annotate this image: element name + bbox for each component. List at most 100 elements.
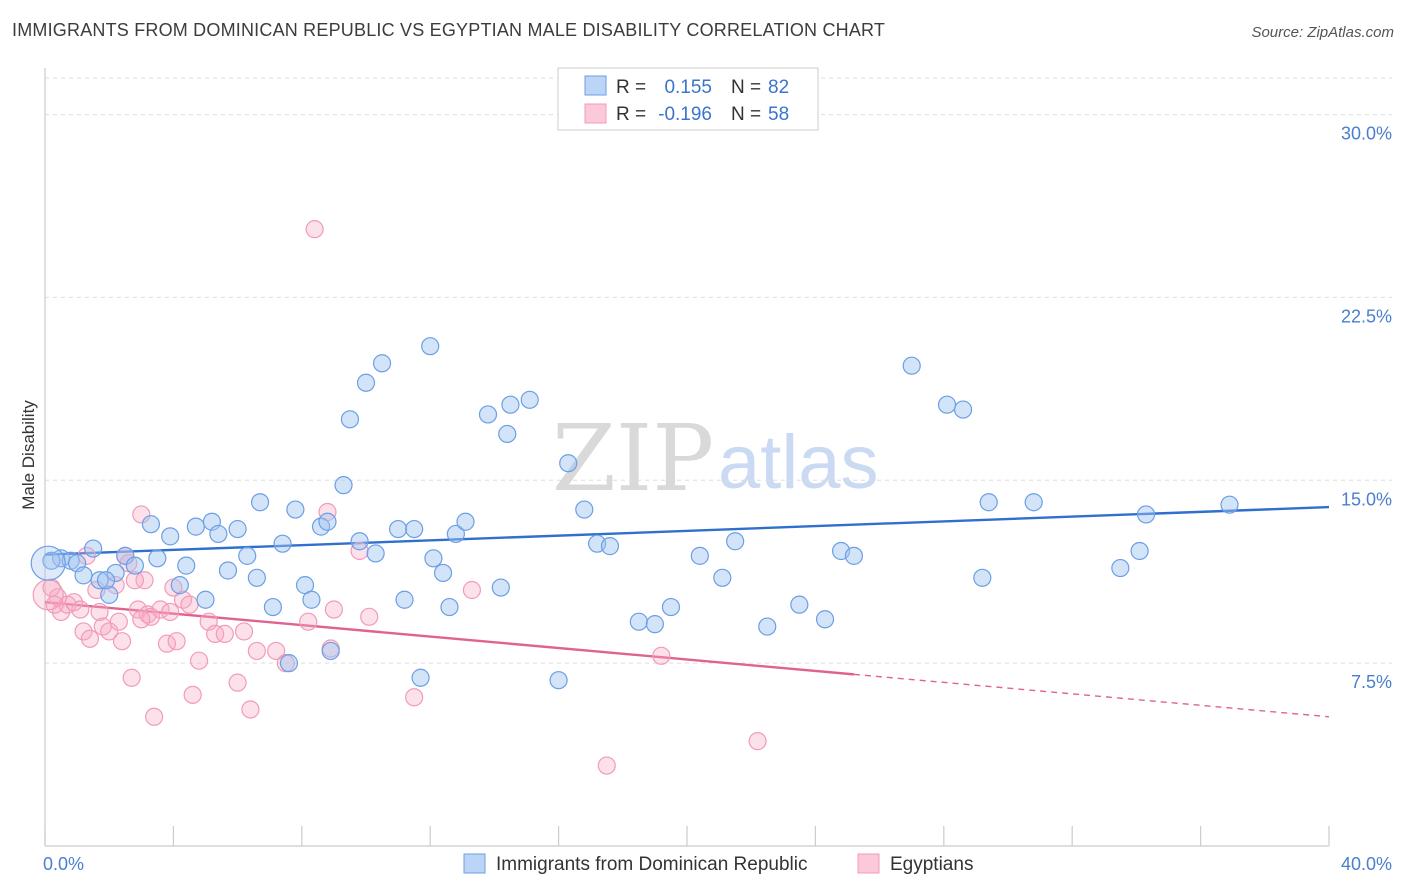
dominican-point xyxy=(350,532,369,551)
dominican-point xyxy=(498,424,517,444)
dominican-point xyxy=(979,493,998,512)
dominican-point xyxy=(433,563,453,583)
watermark-zip: ZIP xyxy=(552,405,714,512)
egyptian-point xyxy=(405,688,424,707)
dominican-cluster-point xyxy=(30,545,66,581)
dominican-point xyxy=(446,524,465,544)
egyptian-point xyxy=(267,641,286,661)
dominican-point xyxy=(148,549,167,568)
dominican-point xyxy=(790,595,809,614)
egyptian-points xyxy=(32,220,767,775)
dominican-point xyxy=(1111,558,1130,578)
series-legend: Immigrants from Dominican Republic Egypt… xyxy=(463,853,973,875)
egyptian-point xyxy=(135,571,154,590)
egyptian-point xyxy=(241,700,260,719)
egyptian-point xyxy=(234,622,254,641)
dominican-point xyxy=(501,395,520,414)
dominican-point xyxy=(273,534,292,553)
egyptian-point xyxy=(462,580,482,600)
stats-legend: R = 0.155 N = 82 R = -0.196 N = 58 xyxy=(557,67,819,131)
dominican-point xyxy=(713,568,732,587)
dominican-point xyxy=(600,537,620,556)
egyptian-trend-line-extension xyxy=(853,673,1330,718)
dominican-point xyxy=(170,576,189,595)
egyptian-point xyxy=(80,629,100,648)
egyptian-cluster-point xyxy=(32,579,64,611)
egyptian-point xyxy=(597,756,616,775)
egyptian-point xyxy=(215,624,234,643)
egyptian-point xyxy=(189,651,209,670)
egyptian-point xyxy=(228,673,247,692)
egyptian-point xyxy=(100,622,119,641)
axis-ticks: 7.5% 15.0% 22.5% 30.0% 0.0% 40.0% xyxy=(43,124,1392,874)
dominican-point xyxy=(209,524,228,544)
dominican-points xyxy=(30,337,1239,690)
trend-lines xyxy=(44,505,1330,718)
dominican-point xyxy=(395,590,414,609)
dominican-point xyxy=(629,612,648,631)
dominican-point xyxy=(96,571,116,590)
dominican-point xyxy=(815,610,835,629)
egyptian-point xyxy=(112,632,132,651)
legend-swatch-egyptian xyxy=(584,103,607,124)
egyptian-point xyxy=(45,595,64,614)
dominican-point xyxy=(1024,493,1043,512)
dominican-point xyxy=(286,500,305,519)
y-tick-label: 30.0% xyxy=(1341,124,1392,144)
egyptian-point xyxy=(161,602,180,622)
egyptian-point xyxy=(74,622,93,641)
egyptian-point xyxy=(206,624,225,643)
egyptian-point xyxy=(180,595,199,614)
dominican-point xyxy=(902,356,921,375)
dominican-trend-line xyxy=(44,505,1330,556)
dominican-point xyxy=(758,617,777,636)
legend-n-value-2: 58 xyxy=(768,104,789,125)
dominican-point xyxy=(575,500,594,519)
dominican-point xyxy=(1220,495,1239,514)
dominican-point xyxy=(356,373,376,392)
dominican-point xyxy=(389,519,408,539)
legend-n-label-1: N = xyxy=(731,77,761,98)
legend-r-value-1: 0.155 xyxy=(664,77,712,98)
dominican-point xyxy=(228,519,247,539)
egyptian-point xyxy=(42,578,61,597)
dominican-point xyxy=(456,512,475,531)
legend-swatch-dominican xyxy=(584,75,607,96)
egyptian-point xyxy=(748,732,767,751)
legend-r-label-1: R = xyxy=(616,77,646,98)
dominican-point xyxy=(953,400,973,419)
egyptian-point xyxy=(324,600,343,619)
egyptian-point xyxy=(132,610,151,629)
dominican-point xyxy=(478,405,498,424)
dominican-point xyxy=(549,671,568,690)
dominican-point xyxy=(844,546,864,565)
dominican-point xyxy=(1136,505,1156,524)
watermark: ZIP atlas xyxy=(552,405,879,512)
egyptian-point xyxy=(247,641,266,661)
dominican-point xyxy=(440,597,459,617)
dominican-point xyxy=(405,519,424,539)
egyptian-point xyxy=(71,600,90,619)
dominican-point xyxy=(100,585,119,604)
egyptian-point xyxy=(90,602,109,622)
egyptian-point xyxy=(305,220,324,239)
bottom-legend-swatch-dominican xyxy=(463,853,486,874)
dominican-point xyxy=(238,546,257,565)
dominican-point xyxy=(366,544,385,563)
egyptian-point xyxy=(652,646,671,665)
dominican-point xyxy=(247,568,266,587)
dominican-point xyxy=(690,546,709,565)
y-axis-label: Male Disability xyxy=(19,400,38,510)
dominican-point xyxy=(302,590,321,609)
egyptian-point xyxy=(167,632,186,651)
egyptian-point xyxy=(183,685,202,704)
dominican-point xyxy=(645,615,665,634)
dominican-point xyxy=(321,641,340,661)
legend-n-label-2: N = xyxy=(731,104,761,125)
dominican-point xyxy=(125,556,144,575)
dominican-point xyxy=(141,515,161,534)
dominican-point xyxy=(161,527,180,546)
dominican-point xyxy=(84,539,103,558)
dominican-point xyxy=(340,410,360,429)
dominican-point xyxy=(334,476,353,495)
